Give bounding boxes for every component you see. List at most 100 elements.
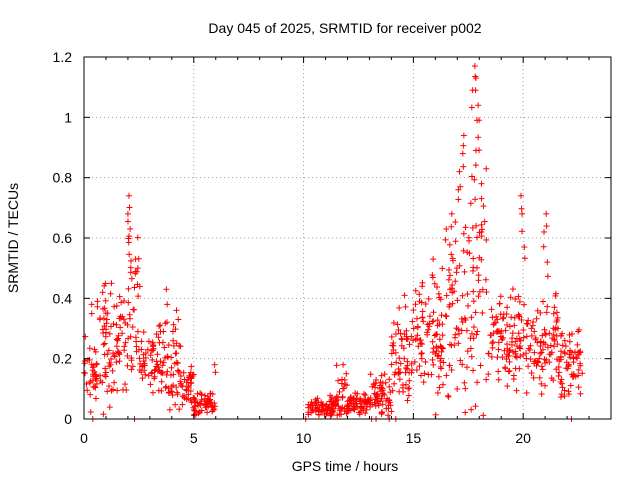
data-point: [123, 387, 130, 394]
data-point: [523, 333, 530, 340]
data-point: [367, 399, 374, 406]
data-point: [494, 316, 501, 323]
data-point: [477, 362, 484, 369]
data-point: [379, 380, 386, 387]
data-point: [575, 384, 582, 391]
data-point: [360, 405, 367, 412]
data-point: [99, 289, 106, 296]
data-point: [165, 342, 172, 349]
data-point: [194, 399, 201, 406]
data-point: [402, 303, 409, 310]
data-point: [420, 318, 427, 325]
data-point: [446, 241, 453, 248]
data-point: [452, 278, 459, 285]
data-point: [339, 393, 346, 400]
data-point: [512, 296, 519, 303]
data-point: [116, 358, 123, 365]
data-point: [129, 324, 136, 331]
data-point: [406, 377, 413, 384]
data-point: [169, 328, 176, 335]
data-point: [428, 371, 435, 378]
data-point: [170, 371, 177, 378]
data-point: [113, 336, 120, 343]
data-point: [506, 347, 513, 354]
data-point: [542, 360, 549, 367]
data-point: [472, 147, 479, 154]
data-point: [416, 291, 423, 298]
data-point: [426, 313, 433, 320]
data-point: [372, 391, 379, 398]
data-point: [452, 219, 459, 226]
data-point: [472, 73, 479, 80]
data-point: [403, 327, 410, 334]
data-point: [404, 365, 411, 372]
data-point: [170, 382, 177, 389]
data-point: [154, 351, 161, 358]
data-point: [211, 361, 218, 368]
data-point: [528, 370, 535, 377]
data-point: [176, 342, 183, 349]
data-point: [205, 396, 212, 403]
data-point: [164, 368, 171, 375]
data-point: [335, 403, 342, 410]
data-point: [393, 359, 400, 366]
data-point: [149, 347, 156, 354]
data-point: [343, 370, 350, 377]
data-point: [398, 335, 405, 342]
data-point: [178, 382, 185, 389]
data-point: [475, 272, 482, 279]
data-point: [539, 332, 546, 339]
data-point: [125, 285, 132, 292]
data-point: [357, 395, 364, 402]
data-point: [140, 329, 147, 336]
data-point: [455, 326, 462, 333]
data-point: [183, 387, 190, 394]
data-point: [117, 324, 124, 331]
data-point: [352, 390, 359, 397]
data-point: [179, 383, 186, 390]
data-point: [152, 366, 159, 373]
axis-ticks: [83, 56, 611, 420]
data-point: [409, 318, 416, 325]
data-point: [126, 192, 133, 199]
data-point: [488, 306, 495, 313]
data-point: [387, 402, 394, 409]
data-point: [412, 301, 419, 308]
data-point: [424, 329, 431, 336]
data-point: [395, 326, 402, 333]
data-point: [521, 255, 528, 262]
data-point: [158, 378, 165, 385]
data-point: [418, 355, 425, 362]
data-point: [556, 369, 563, 376]
data-point: [561, 387, 568, 394]
data-point: [506, 367, 513, 374]
data-point: [406, 385, 413, 392]
data-point: [456, 168, 463, 175]
data-point: [537, 350, 544, 357]
data-point: [108, 387, 115, 394]
data-point: [378, 411, 385, 418]
data-point: [168, 388, 175, 395]
data-point: [396, 304, 403, 311]
data-point: [521, 301, 528, 308]
data-point: [204, 409, 211, 416]
data-point: [88, 301, 95, 308]
data-point: [472, 162, 479, 169]
data-point: [134, 328, 141, 335]
data-point: [494, 327, 501, 334]
data-point: [451, 342, 458, 349]
data-point: [446, 362, 453, 369]
data-point: [511, 322, 518, 329]
data-point: [495, 346, 502, 353]
data-point: [88, 310, 95, 317]
data-point: [127, 225, 134, 232]
data-point: [483, 165, 490, 172]
data-point: [530, 319, 537, 326]
data-point: [446, 303, 453, 310]
data-point: [497, 293, 504, 300]
data-point: [531, 328, 538, 335]
data-point: [514, 343, 521, 350]
data-point: [121, 347, 128, 354]
data-point: [109, 367, 116, 374]
data-point: [392, 331, 399, 338]
